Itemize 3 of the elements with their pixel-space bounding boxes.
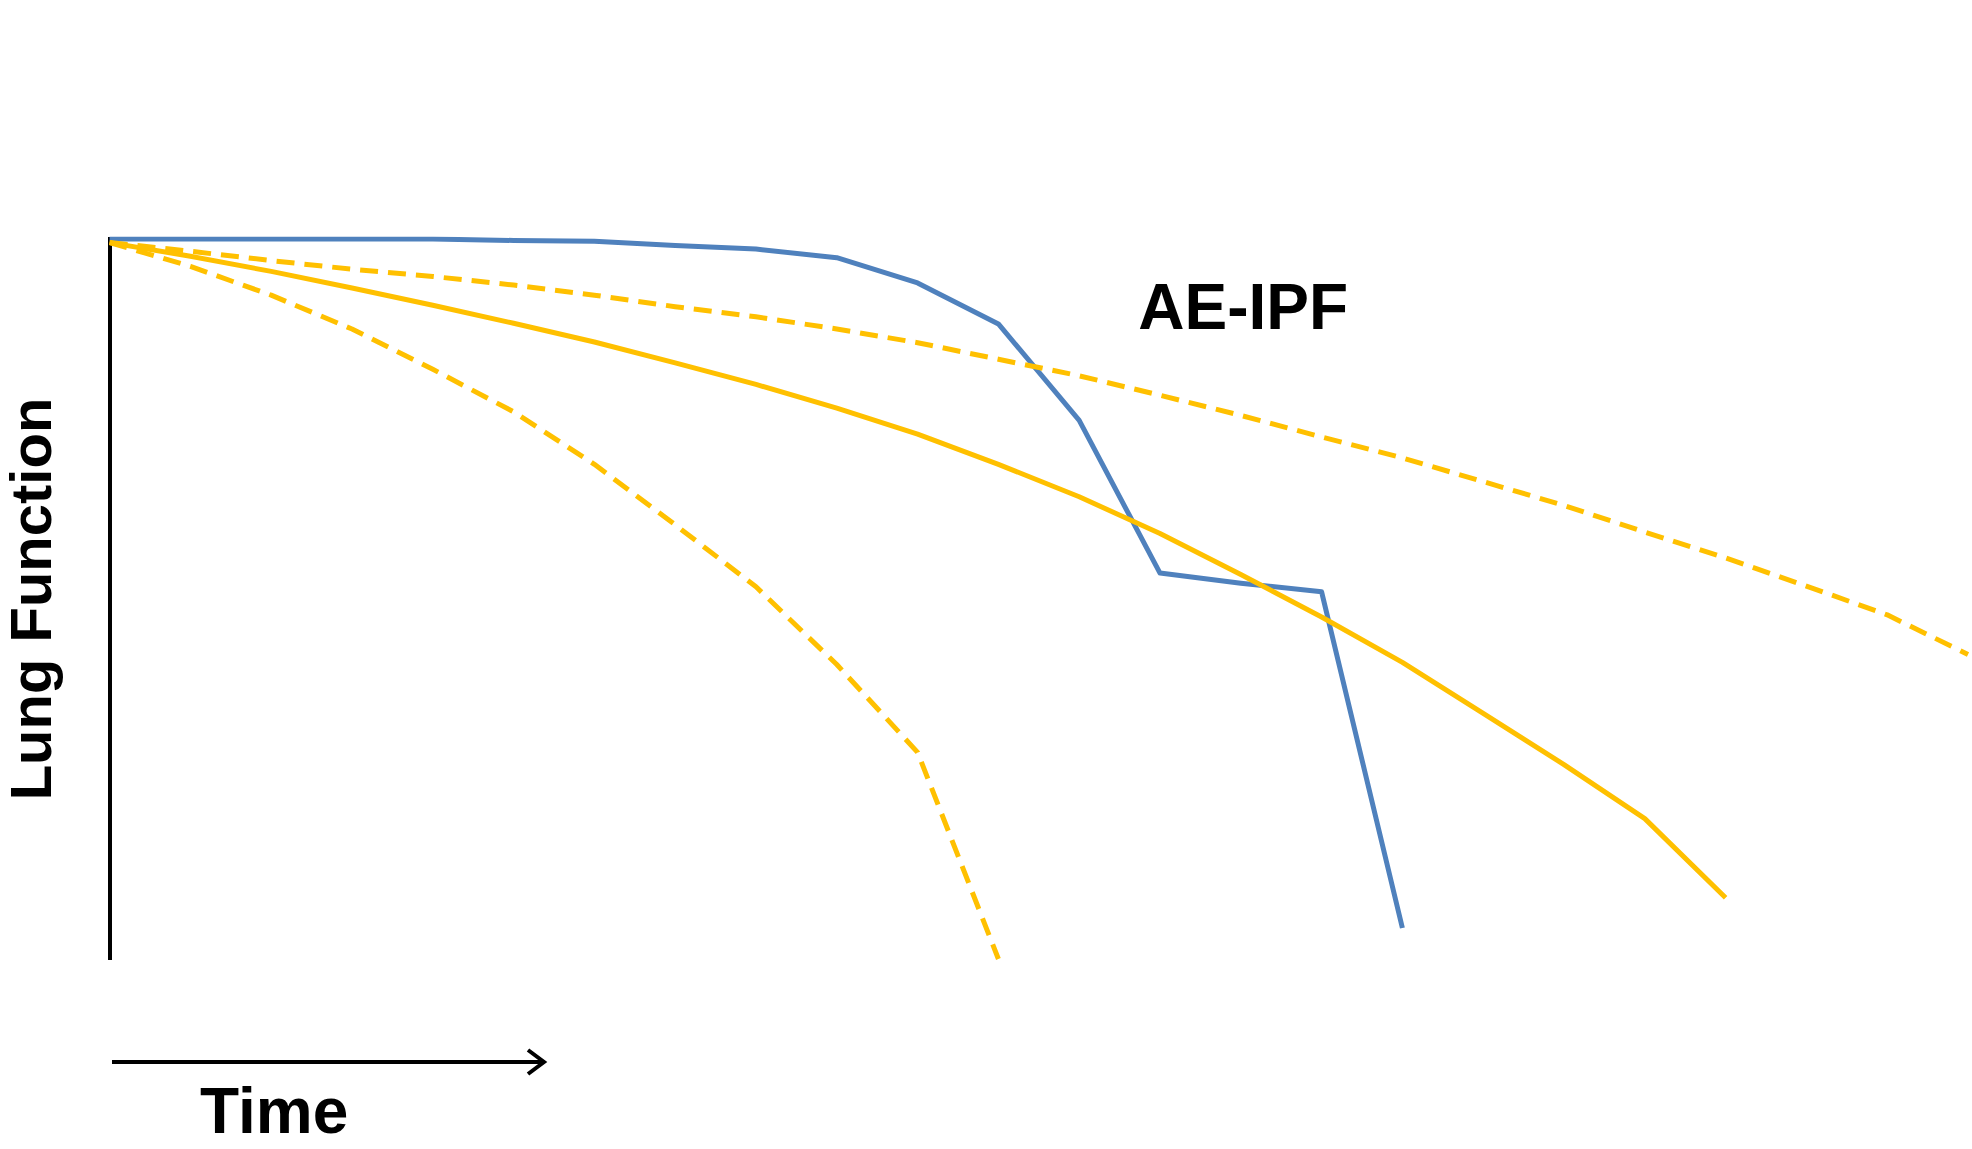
series-label: AE-IPF: [1138, 270, 1349, 343]
y-axis-title: Lung Function: [0, 397, 63, 801]
x-axis-title: Time: [200, 1075, 349, 1147]
